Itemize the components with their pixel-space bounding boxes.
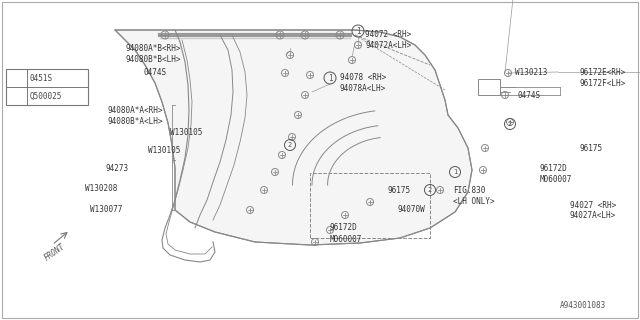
Text: W130077: W130077 <box>90 205 122 214</box>
Text: 94027A<LH>: 94027A<LH> <box>570 212 616 220</box>
Text: 2: 2 <box>508 121 512 127</box>
Text: 94273: 94273 <box>105 164 128 172</box>
Bar <box>310 173 430 238</box>
Text: 2: 2 <box>288 142 292 148</box>
Text: <LH ONLY>: <LH ONLY> <box>453 196 495 205</box>
Text: 96172D: 96172D <box>330 223 358 233</box>
Text: W130213: W130213 <box>515 68 547 76</box>
Text: 96172F<LH>: 96172F<LH> <box>580 78 627 87</box>
Text: 94078 <RH>: 94078 <RH> <box>340 73 387 82</box>
Text: W130105: W130105 <box>148 146 180 155</box>
Text: 1: 1 <box>15 75 19 81</box>
Text: 96172D: 96172D <box>540 164 568 172</box>
Polygon shape <box>115 30 472 245</box>
Text: 0474S: 0474S <box>518 91 541 100</box>
Text: 96175: 96175 <box>580 143 603 153</box>
Text: 94080A*A<RH>: 94080A*A<RH> <box>108 106 163 115</box>
Text: 0474S: 0474S <box>143 68 166 76</box>
Text: 1: 1 <box>328 74 332 83</box>
Text: 96172E<RH>: 96172E<RH> <box>580 68 627 76</box>
Text: W130208: W130208 <box>85 183 117 193</box>
Text: FRONT: FRONT <box>43 242 67 262</box>
Bar <box>6 69 88 105</box>
Text: 0451S: 0451S <box>30 74 53 83</box>
Text: 1: 1 <box>356 27 360 36</box>
Text: 2: 2 <box>428 187 432 193</box>
Text: 94072 <RH>: 94072 <RH> <box>365 29 412 38</box>
Text: 94070W: 94070W <box>398 205 426 214</box>
Text: 94027 <RH>: 94027 <RH> <box>570 201 616 210</box>
Text: A943001083: A943001083 <box>560 301 606 310</box>
Text: 94072A<LH>: 94072A<LH> <box>365 41 412 50</box>
Text: 94080B*A<LH>: 94080B*A<LH> <box>108 116 163 125</box>
Text: 94078A<LH>: 94078A<LH> <box>340 84 387 92</box>
Text: W130105: W130105 <box>170 127 202 137</box>
Text: 96175: 96175 <box>388 186 411 195</box>
Text: M060007: M060007 <box>330 236 362 244</box>
Bar <box>478 79 500 95</box>
Text: 2: 2 <box>15 93 19 99</box>
Text: FIG.830: FIG.830 <box>453 186 485 195</box>
Text: 1: 1 <box>453 169 457 175</box>
Text: 94080A*B<RH>: 94080A*B<RH> <box>125 44 180 52</box>
Text: 94080B*B<LH>: 94080B*B<LH> <box>125 54 180 63</box>
Text: Q500025: Q500025 <box>30 92 62 100</box>
Text: M060007: M060007 <box>540 174 572 183</box>
